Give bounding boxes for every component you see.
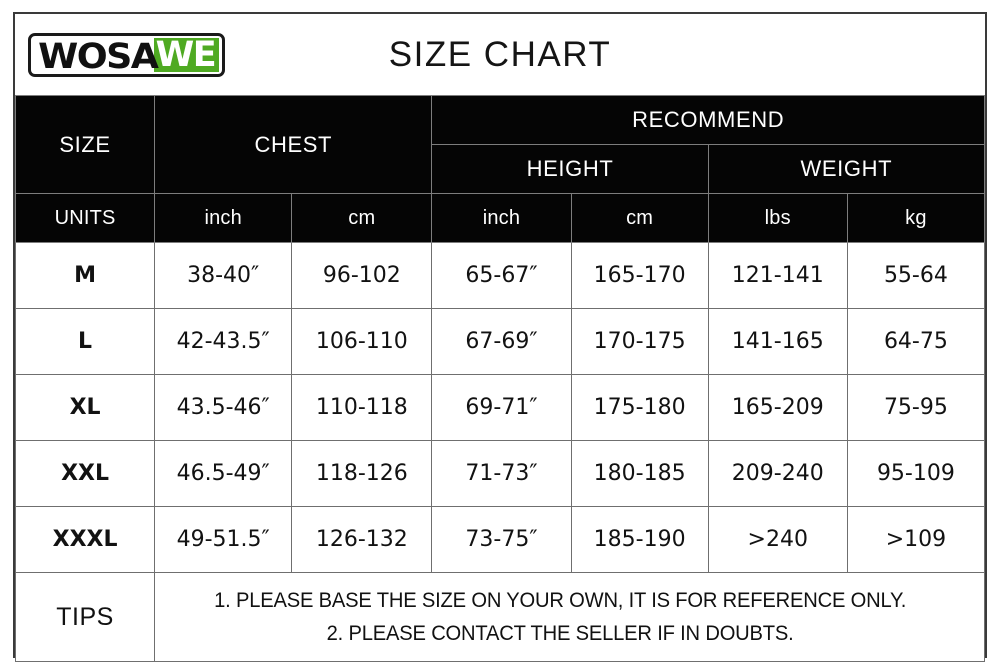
table-row: L 42-43.5″ 106-110 67-69″ 170-175 141-16… (14, 308, 986, 375)
table-row: XL 43.5-46″ 110-118 69-71″ 175-180 165-2… (14, 374, 986, 441)
cell-chest-cm: 106-110 (291, 308, 433, 375)
cell-size: M (14, 242, 156, 309)
header-weight-lbs: lbs (707, 193, 848, 243)
cell-weight-kg: >109 (846, 506, 986, 573)
cell-size: XXXL (14, 506, 156, 573)
cell-weight-lbs: 209-240 (707, 440, 848, 507)
cell-weight-kg: 64-75 (846, 308, 986, 375)
brand-logo: WOSA WE (28, 32, 226, 77)
cell-weight-kg: 75-95 (846, 374, 986, 441)
cell-height-inch: 65-67″ (431, 242, 572, 309)
cell-size: XL (14, 374, 156, 441)
cell-height-inch: 67-69″ (431, 308, 572, 375)
cell-weight-lbs: >240 (707, 506, 848, 573)
header-recommend: RECOMMEND (431, 95, 985, 145)
cell-height-cm: 170-175 (570, 308, 709, 375)
cell-height-inch: 69-71″ (431, 374, 572, 441)
cell-height-cm: 165-170 (570, 242, 709, 309)
table-row: XXL 46.5-49″ 118-126 71-73″ 180-185 209-… (14, 440, 986, 507)
table-row: XXXL 49-51.5″ 126-132 73-75″ 185-190 >24… (14, 506, 986, 573)
header-height-inch: inch (431, 193, 572, 243)
header-height-cm: cm (570, 193, 709, 243)
header-row-2: HEIGHT WEIGHT (16, 144, 986, 194)
logo-we-text: WE (153, 36, 220, 74)
tips-content: 1. PLEASE BASE THE SIZE ON YOUR OWN, IT … (154, 572, 985, 662)
header-weight-kg: kg (846, 193, 986, 243)
cell-chest-cm: 126-132 (291, 506, 433, 573)
cell-height-cm: 180-185 (570, 440, 709, 507)
logo-wosa-text: WOSA (38, 36, 159, 77)
tips-row: TIPS 1. PLEASE BASE THE SIZE ON YOUR OWN… (14, 572, 985, 662)
cell-chest-cm: 110-118 (291, 374, 433, 441)
tips-line-2: 2. PLEASE CONTACT THE SELLER IF IN DOUBT… (326, 622, 794, 645)
cell-height-inch: 73-75″ (431, 506, 572, 573)
header-weight: WEIGHT (707, 144, 986, 194)
tips-label: TIPS (14, 572, 156, 662)
cell-chest-inch: 38-40″ (154, 242, 293, 309)
header-row-units: UNITS inch cm inch cm lbs kg (14, 193, 986, 243)
cell-weight-lbs: 141-165 (707, 308, 848, 375)
cell-weight-lbs: 121-141 (707, 242, 848, 309)
cell-height-cm: 175-180 (570, 374, 709, 441)
table-body: M 38-40″ 96-102 65-67″ 165-170 121-141 5… (14, 242, 986, 662)
cell-chest-inch: 49-51.5″ (154, 506, 293, 573)
header-units-label: UNITS (14, 193, 156, 243)
cell-weight-kg: 55-64 (846, 242, 986, 309)
cell-chest-cm: 96-102 (291, 242, 433, 309)
cell-chest-cm: 118-126 (291, 440, 433, 507)
size-chart-table: SIZE CHEST RECOMMEND HEIGHT WEIGHT UNITS… (14, 95, 986, 662)
cell-size: XXL (14, 440, 156, 507)
header-chest: CHEST (154, 95, 433, 194)
header-chest-inch: inch (154, 193, 293, 243)
cell-height-inch: 71-73″ (431, 440, 572, 507)
header-row-1: SIZE CHEST RECOMMEND (14, 95, 985, 194)
tips-line-1: 1. PLEASE BASE THE SIZE ON YOUR OWN, IT … (214, 589, 907, 612)
cell-size: L (14, 308, 156, 375)
cell-chest-inch: 43.5-46″ (154, 374, 293, 441)
cell-chest-inch: 46.5-49″ (154, 440, 293, 507)
header-chest-cm: cm (291, 193, 433, 243)
header-size: SIZE (14, 95, 156, 194)
cell-weight-kg: 95-109 (846, 440, 986, 507)
cell-chest-inch: 42-43.5″ (154, 308, 293, 375)
title-bar: WOSA WE SIZE CHART (15, 14, 985, 95)
table-header: SIZE CHEST RECOMMEND HEIGHT WEIGHT UNITS… (14, 95, 986, 243)
size-chart-frame: WOSA WE SIZE CHART SIZE CHEST RECOMMEND (13, 12, 987, 662)
table-row: M 38-40″ 96-102 65-67″ 165-170 121-141 5… (14, 242, 986, 309)
header-height: HEIGHT (431, 144, 709, 194)
cell-height-cm: 185-190 (570, 506, 709, 573)
cell-weight-lbs: 165-209 (707, 374, 848, 441)
